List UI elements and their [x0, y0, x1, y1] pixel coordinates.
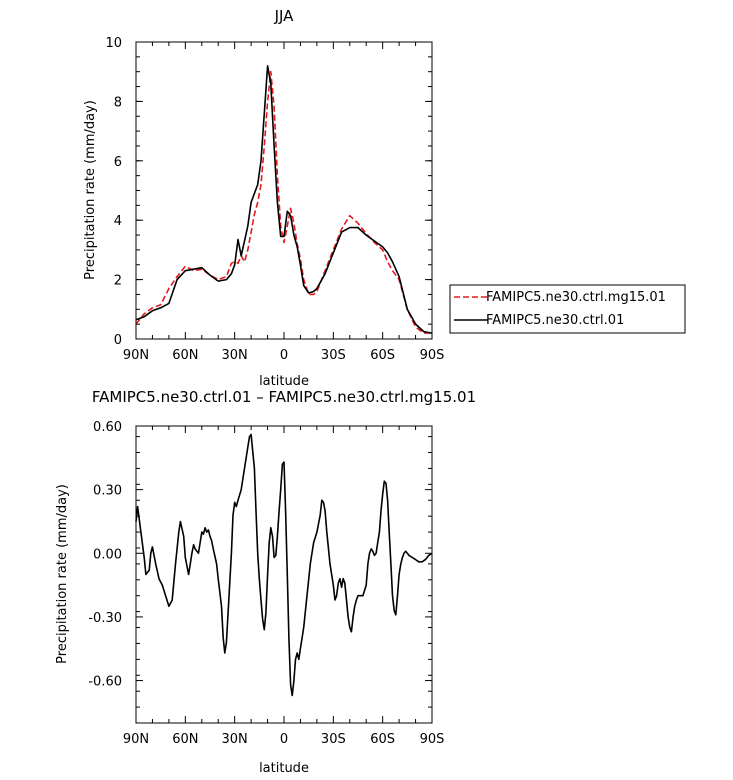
y-tick-label: 0.00 — [93, 547, 122, 562]
x-tick-label: 60N — [172, 732, 198, 747]
bottom-chart-title: FAMIPC5.ne30.ctrl.01 – FAMIPC5.ne30.ctrl… — [92, 388, 476, 406]
legend-box — [449, 284, 686, 334]
x-tick-label: 90S — [420, 732, 445, 747]
legend: FAMIPC5.ne30.ctrl.mg15.01 FAMIPC5.ne30.c… — [449, 284, 686, 334]
top-axis-ticks: 90N 60N 30N 0 30S 60S 90S 0 2 4 6 8 10 — [105, 36, 444, 363]
x-tick-label: 30S — [321, 732, 346, 747]
y-tick-label: 0.60 — [93, 420, 122, 435]
y-tick-label: 2 — [114, 274, 122, 289]
top-series-group — [135, 65, 433, 334]
x-tick-label: 60S — [370, 732, 395, 747]
x-tick-label: 30N — [222, 348, 248, 363]
x-tick-label: 30N — [222, 732, 248, 747]
legend-label-ctrl: FAMIPC5.ne30.ctrl.01 — [486, 313, 624, 328]
y-tick-label: 8 — [114, 95, 122, 110]
y-tick-label: -0.60 — [88, 675, 122, 690]
bottom-axis-ticks: 90N 60N 30N 0 30S 60S 90S 0.60 0.30 0.00 -0.30 -0.6… — [88, 420, 444, 747]
series-line-0-0 — [135, 70, 432, 334]
bottom-y-axis-label: Precipitation rate (mm/day) — [55, 484, 70, 664]
y-tick-label: 6 — [114, 155, 122, 170]
series-line-0-1 — [135, 65, 433, 334]
bottom-x-axis-label: latitude — [259, 761, 309, 776]
top-plot-frame — [135, 41, 433, 340]
x-tick-label: 0 — [280, 348, 288, 363]
x-tick-label: 60S — [370, 348, 395, 363]
series-line-1-0 — [135, 433, 433, 697]
y-tick-label: 4 — [114, 214, 122, 229]
x-tick-label: 60N — [172, 348, 198, 363]
y-tick-label: -0.30 — [88, 611, 122, 626]
x-tick-label: 30S — [321, 348, 346, 363]
y-tick-label: 0 — [114, 333, 122, 348]
top-y-axis-label: Precipitation rate (mm/day) — [83, 100, 98, 280]
top-x-axis-label: latitude — [259, 374, 309, 389]
top-chart-title: JJA — [274, 7, 295, 25]
top-panel: JJA 90N 60N 30N 0 30S 60S 90S 0 2 4 6 8 10 Precipita… — [83, 7, 444, 389]
bottom-panel: FAMIPC5.ne30.ctrl.01 – FAMIPC5.ne30.ctrl… — [55, 388, 476, 776]
x-tick-label: 90N — [123, 732, 149, 747]
bottom-series-group — [135, 433, 433, 697]
x-tick-label: 90S — [420, 348, 445, 363]
y-tick-label: 0.30 — [93, 484, 122, 499]
bottom-plot-frame — [135, 425, 433, 724]
x-tick-label: 90N — [123, 348, 149, 363]
legend-label-mg15: FAMIPC5.ne30.ctrl.mg15.01 — [486, 290, 666, 305]
y-tick-label: 10 — [105, 36, 122, 51]
x-tick-label: 0 — [280, 732, 288, 747]
